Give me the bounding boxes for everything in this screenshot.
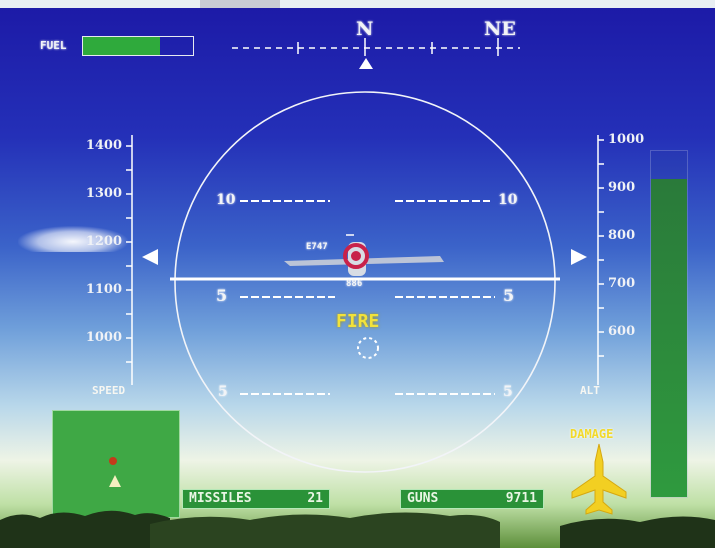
- fuel-label: FUEL: [40, 39, 67, 52]
- guns-label: GUNS: [407, 491, 439, 506]
- target-aircraft: [284, 242, 444, 276]
- pitch-label-mid-right: 5: [503, 286, 515, 305]
- top-band-notch: [200, 0, 280, 8]
- cloud: [18, 226, 128, 252]
- throttle-gauge: [650, 150, 688, 498]
- throttle-gauge-fill: [651, 178, 687, 497]
- altitude-scale-ticks: [598, 139, 604, 357]
- missiles-label: MISSILES: [189, 491, 252, 506]
- altitude-tick-label: 900: [608, 180, 636, 195]
- altitude-tick-label: 800: [608, 228, 636, 243]
- fuel-gauge-fill: [83, 37, 160, 55]
- altitude-tick-label: 700: [608, 276, 636, 291]
- guns-count: 9711: [505, 491, 537, 506]
- fuel-gauge: [82, 36, 194, 56]
- pitch-label-upper-left: 10: [216, 192, 236, 208]
- radar-self-icon: [109, 475, 121, 487]
- targeting-circle: [174, 91, 556, 473]
- radar-panel: [52, 410, 180, 518]
- player-jet-icon: [571, 443, 627, 515]
- speed-pointer-icon: [142, 249, 158, 265]
- speed-tick-label: 1000: [85, 330, 122, 345]
- speed-tick-label: 1100: [85, 282, 122, 297]
- missiles-count: 21: [307, 491, 323, 506]
- pitch-label-upper-right: 10: [498, 192, 518, 208]
- damage-label: DAMAGE: [570, 427, 614, 441]
- pitch-label-lower-right: 5: [503, 384, 513, 400]
- pitch-label-mid-left: 5: [216, 286, 228, 305]
- target-id-label: E747: [306, 242, 328, 252]
- target-range-label: 886: [346, 279, 363, 289]
- speed-tick-label: 1300: [85, 186, 122, 201]
- altitude-tick-label: 1000: [608, 132, 645, 147]
- speed-scale-ticks: [126, 145, 132, 363]
- altitude-caption: ALT: [580, 384, 600, 397]
- missiles-counter: MISSILES 21: [182, 489, 330, 509]
- fire-indicator: FIRE: [336, 311, 380, 332]
- guns-counter: GUNS 9711: [400, 489, 544, 509]
- gun-reticle: [357, 337, 379, 359]
- speed-caption: SPEED: [92, 384, 126, 397]
- top-band: [0, 0, 715, 8]
- altitude-tick-label: 600: [608, 324, 636, 339]
- radar-enemy-blip-icon: [109, 457, 117, 465]
- pitch-label-lower-left: 5: [218, 384, 228, 400]
- treeline: [0, 510, 715, 548]
- heading-marker-icon: [359, 58, 373, 69]
- compass-north-label: N: [356, 18, 374, 40]
- altitude-pointer-icon: [571, 249, 587, 265]
- compass-northeast-label: NE: [484, 18, 516, 40]
- speed-tick-label: 1400: [85, 138, 122, 153]
- speed-tick-label: 1200: [85, 234, 122, 249]
